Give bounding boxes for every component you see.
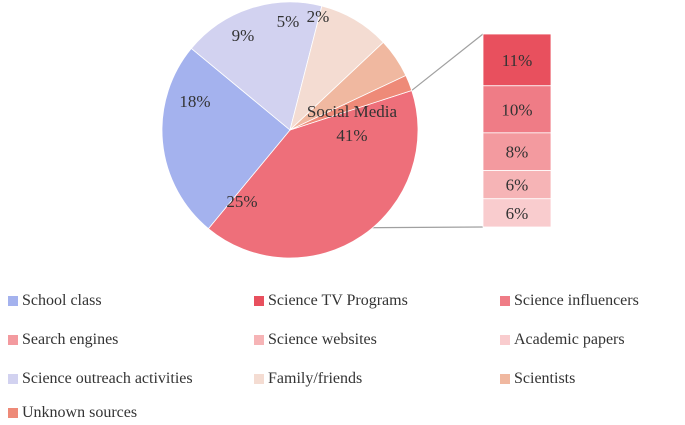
legend-swatch [500,335,510,345]
legend-swatch [8,374,18,384]
bar-label-science-websites: 6% [506,176,529,195]
bar-of-pie-chart: Social Media 41% 25% 18% 9% 5% 2% 11% 10% 8% 6% 6% [161,1,552,259]
legend-item-academic-papers: Academic papers [500,331,625,349]
pie-label-scientists: 5% [277,12,300,31]
bar-label-science-tv-programs: 11% [502,51,533,70]
legend-item-unknown-sources: Unknown sources [8,404,137,422]
legend-item-family-friends: Family/friends [254,370,362,388]
legend-label: Science TV Programs [268,292,408,309]
legend-item-scientists: Scientists [500,370,575,388]
legend-swatch [500,374,510,384]
pie-labels: Social Media 41% 25% 18% 9% 5% 2% [179,7,397,211]
legend-label: Scientists [514,370,576,387]
pie-label-science-outreach-activities: 18% [179,92,210,111]
pie-slice-social-media [207,89,419,259]
legend-swatch [254,296,264,306]
legend-item-science-websites: Science websites [254,331,377,349]
legend-label: Science influencers [514,292,639,309]
bar-label-science-influencers: 10% [501,100,532,119]
bar-label-academic-papers: 6% [506,204,529,223]
pie-label-school-class: 25% [226,192,257,211]
pie-label-unknown-sources: 2% [307,7,330,26]
legend-swatch [8,296,18,306]
pie [161,1,419,259]
legend-item-science-outreach-activities: Science outreach activities [8,370,193,388]
legend-label: School class [22,292,102,309]
legend-swatch [254,374,264,384]
bar-labels: 11% 10% 8% 6% 6% [501,51,532,223]
stacked-bar [482,33,552,228]
legend-swatch [500,296,510,306]
bar-segment-search-engines [482,132,552,171]
legend-label: Science outreach activities [22,370,193,387]
legend-label: Science websites [268,331,377,348]
legend-item-search-engines: Search engines [8,331,118,349]
legend-swatch [8,335,18,345]
legend-label: Academic papers [514,331,625,348]
bar-segment-academic-papers [482,198,552,228]
legend-label: Unknown sources [22,404,138,421]
legend-item-school-class: School class [8,292,102,310]
pie-slice-unknown-sources [289,74,413,131]
legend-item-science-influencers: Science influencers [500,292,639,310]
pie-slice-school-class [161,47,291,230]
pie-label-social-media: Social Media 41% [307,102,398,145]
bar-segment-science-influencers [482,85,552,134]
legend-label: Family/friends [268,370,363,387]
connector-line-top [411,33,484,91]
legend: School class Science TV Programs Science… [0,282,685,425]
pie-label-family-friends: 9% [232,26,255,45]
legend-label: Search engines [22,331,119,348]
pie-slice-science-outreach-activities [190,1,323,131]
legend-swatch [8,408,18,418]
bar-label-search-engines: 8% [506,143,529,162]
legend-item-science-tv-programs: Science TV Programs [254,292,408,310]
legend-swatch [254,335,264,345]
bar-segment-science-websites [482,170,552,200]
